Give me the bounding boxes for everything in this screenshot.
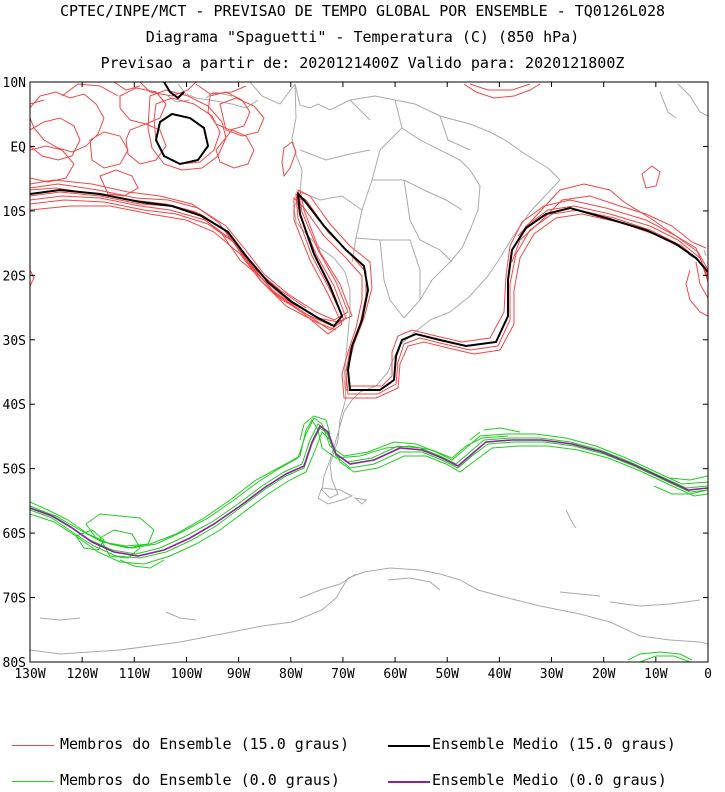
red-members	[30, 82, 708, 399]
lon-label: 50W	[435, 667, 459, 682]
lon-label: 40W	[488, 667, 512, 682]
mean-0c-line	[30, 424, 708, 557]
lon-label: 10W	[644, 667, 668, 682]
legend-label-member0: Membros do Ensemble (0.0 graus)	[60, 771, 340, 789]
lat-label: 30S	[3, 334, 26, 349]
legend-label-member15: Membros do Ensemble (15.0 graus)	[60, 735, 349, 753]
coastlines	[30, 82, 708, 655]
lat-label: 50S	[3, 463, 26, 478]
lon-label: 60W	[383, 667, 407, 682]
lat-label: 10N	[3, 76, 26, 91]
lon-label: 90W	[227, 667, 251, 682]
lat-label: 40S	[3, 398, 26, 413]
legend-swatch-mean0	[388, 781, 430, 783]
spaghetti-map: 10N EQ 10S 20S 30S 40S 50S 60S 70S 80S 130W 120W 11…	[3, 76, 712, 682]
green-members	[30, 415, 708, 662]
chart-title-line-2: Diagrama "Spaguetti" - Temperatura (C) (…	[145, 28, 580, 46]
lat-label: EQ	[10, 140, 26, 155]
legend-swatch-member0	[12, 781, 54, 782]
lat-label: 20S	[3, 269, 26, 284]
lat-label: 10S	[3, 205, 26, 220]
lon-label: 20W	[592, 667, 616, 682]
lon-label: 80W	[279, 667, 303, 682]
lat-label: 80S	[3, 656, 26, 671]
legend-label-mean0: Ensemble Medio (0.0 graus)	[432, 771, 667, 789]
lon-label: 110W	[119, 667, 150, 682]
chart-title-line-3: Previsao a partir de: 2020121400Z Valido…	[100, 54, 625, 72]
lon-label: 0	[704, 667, 712, 682]
lon-label: 70W	[331, 667, 355, 682]
lon-label: 120W	[66, 667, 97, 682]
map-frame	[29, 81, 709, 663]
lon-label: 130W	[14, 667, 45, 682]
chart-title-line-1: CPTEC/INPE/MCT - PREVISAO DE TEMPO GLOBA…	[59, 2, 666, 20]
lon-label: 100W	[171, 667, 202, 682]
legend-swatch-mean15	[388, 745, 430, 747]
legend-label-mean15: Ensemble Medio (15.0 graus)	[432, 735, 676, 753]
mean-15c-loop	[154, 112, 210, 166]
mean-15c-top	[163, 82, 185, 100]
lon-label: 30W	[540, 667, 564, 682]
legend-swatch-member15	[12, 745, 54, 746]
lat-label: 60S	[3, 527, 26, 542]
lat-label: 70S	[3, 592, 26, 607]
mean-15c-line	[30, 188, 708, 391]
